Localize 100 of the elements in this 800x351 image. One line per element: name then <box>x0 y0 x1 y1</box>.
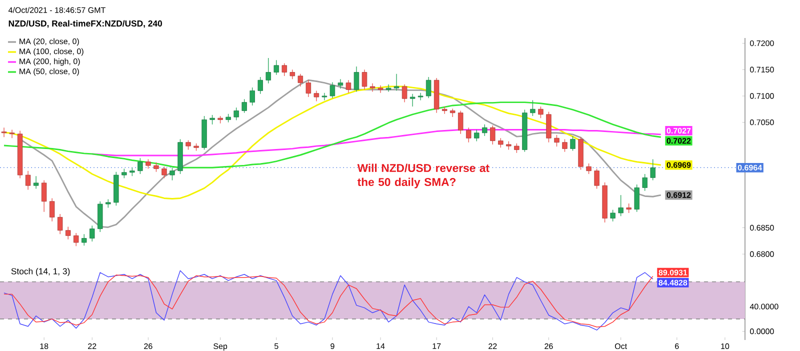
candlestick <box>402 84 408 103</box>
text: 4/Oct/2021 - 18:46:57 GMT <box>8 7 106 13</box>
candlestick <box>482 124 488 136</box>
x-tick-label: 22 <box>88 343 96 349</box>
data-label: 0.6912 <box>666 192 691 198</box>
candlestick <box>170 167 175 181</box>
candlestick <box>65 226 71 240</box>
candlestick <box>610 209 616 222</box>
candlestick <box>626 203 632 214</box>
candlestick <box>266 58 271 84</box>
candlestick <box>298 74 304 87</box>
candlestick <box>410 94 416 107</box>
y-tick-label: 0.0000 <box>750 328 774 334</box>
candlestick <box>554 134 560 147</box>
data-label: 89.0931 <box>658 270 688 276</box>
candlestick <box>586 163 592 174</box>
ref-line-label: 0.6964 <box>738 164 762 170</box>
candlestick <box>530 100 536 116</box>
candlestick <box>314 90 320 102</box>
candlestick <box>25 170 31 190</box>
candlestick <box>562 138 568 152</box>
x-tick-label: 18 <box>40 343 48 350</box>
x-tick-label: 9 <box>330 343 334 350</box>
legend-label: MA (200, high, 0) <box>20 58 80 66</box>
candlestick <box>546 111 552 143</box>
candlestick <box>250 87 255 106</box>
candlestick <box>330 82 336 98</box>
candlestick <box>642 174 648 192</box>
annotation: Will NZD/USD reverse at the 50 daily SMA? <box>357 164 490 188</box>
y-tick-label: 0.7050 <box>750 120 774 126</box>
legend-label: MA (50, close, 0) <box>20 68 79 76</box>
legend-label: MA (100, close, 0) <box>20 48 84 56</box>
candlestick <box>122 168 127 179</box>
y-tick-label: 0.7100 <box>750 93 774 99</box>
candlestick <box>74 232 79 247</box>
x-tick-label: Oct <box>614 343 628 350</box>
candlestick <box>274 60 279 76</box>
x-tick-label: Sep <box>214 343 228 351</box>
candlestick <box>138 158 143 174</box>
candlestick <box>49 198 55 222</box>
y-tick-label: 0.7150 <box>750 66 774 72</box>
candlestick <box>354 66 360 92</box>
candlestick <box>650 158 656 181</box>
candlestick <box>378 85 384 94</box>
candlestick <box>370 82 376 92</box>
candlestick <box>186 140 191 150</box>
x-tick-label: 26 <box>144 343 152 350</box>
data-label: 0.7027 <box>666 128 691 134</box>
candlestick <box>242 98 247 114</box>
x-tick-label: 6 <box>675 343 679 350</box>
x-tick-label: 22 <box>488 343 497 349</box>
candlestick <box>154 162 159 172</box>
candlestick <box>418 92 424 101</box>
text: Stoch (14, 1, 3) <box>11 268 70 276</box>
candlestick <box>57 214 63 234</box>
candlestick <box>514 143 520 154</box>
candlestick <box>386 84 392 92</box>
data-label: 0.7022 <box>666 138 691 144</box>
chart-title: NZD/USD, Real-timeFX:NZD/USD, 240 <box>8 20 162 28</box>
candlestick <box>538 106 544 118</box>
x-tick-label: 14 <box>376 343 385 349</box>
y-tick-label: 0.6850 <box>750 224 774 231</box>
candlestick <box>394 74 400 92</box>
candlestick <box>498 138 504 148</box>
candlestick <box>234 107 239 121</box>
candlestick <box>322 92 328 101</box>
candlestick <box>338 78 344 89</box>
candlestick <box>426 76 432 98</box>
candlestick <box>41 180 47 212</box>
candlestick <box>490 125 496 145</box>
candlestick <box>90 225 95 242</box>
candlestick <box>82 234 87 246</box>
candlestick <box>210 114 215 125</box>
y-tick-label: 0.7200 <box>750 40 774 46</box>
x-tick-label: 10 <box>721 343 730 350</box>
candlestick <box>346 80 352 94</box>
candlestick <box>258 76 263 94</box>
candlestick <box>290 69 295 80</box>
y-tick-label: 0.6800 <box>750 251 774 257</box>
legend-label: MA (20, close, 0) <box>20 38 79 46</box>
candlestick <box>594 168 600 190</box>
data-label: 84.4828 <box>658 280 688 286</box>
candlestick <box>570 136 576 152</box>
candlestick <box>1 127 7 138</box>
candlestick <box>362 69 368 90</box>
candlestick <box>33 176 39 190</box>
x-tick-label: 26 <box>544 343 553 350</box>
candlestick <box>162 166 167 179</box>
y-tick-label: 40.0000 <box>750 304 778 310</box>
candlestick <box>634 184 640 212</box>
candlestick <box>9 129 15 138</box>
candlestick <box>282 62 287 76</box>
data-label: 0.6969 <box>666 162 691 168</box>
x-tick-label: 17 <box>432 343 441 349</box>
candlestick <box>146 158 151 170</box>
candlestick <box>306 80 312 98</box>
candlestick <box>458 110 464 134</box>
x-tick-label: 5 <box>274 343 278 349</box>
candlestick <box>474 129 480 142</box>
candlestick <box>466 127 472 143</box>
